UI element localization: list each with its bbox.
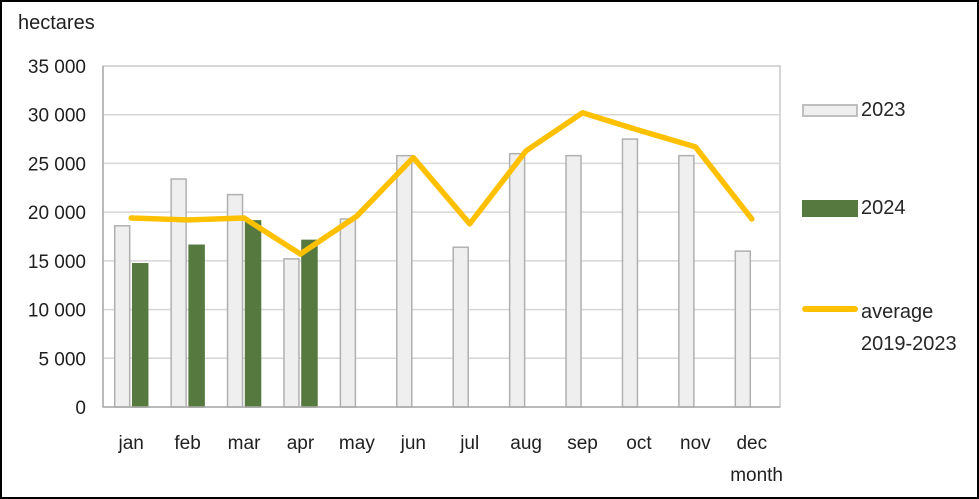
x-tick-label: dec [736, 433, 767, 454]
bar-2023-jan [113, 225, 131, 408]
bar-2024-feb [188, 244, 205, 408]
bar-2023-feb [170, 178, 187, 408]
x-tick-label: aug [510, 433, 542, 454]
x-tick-label: apr [287, 433, 315, 454]
bar-2023-mar [226, 193, 244, 408]
y-tick-label: 0 [75, 398, 86, 419]
y-tick-label: 35 000 [28, 57, 86, 78]
plot-area [102, 65, 781, 408]
y-tick-label: 20 000 [28, 203, 86, 224]
x-tick-label: sep [567, 433, 598, 454]
y-tick-label: 30 000 [28, 106, 86, 127]
bar-2024-mar [244, 220, 262, 408]
bar-2023-dec [734, 250, 752, 408]
bar-2023-jun [396, 154, 413, 408]
x-tick-label: oct [626, 433, 652, 454]
y-tick-label: 10 000 [28, 301, 86, 322]
y-tick-label: 15 000 [28, 252, 86, 273]
x-tick-label: jan [118, 433, 144, 454]
x-tick-label: mar [228, 433, 261, 454]
bar-2023-oct [621, 138, 639, 408]
x-tick-label: jun [400, 433, 426, 454]
y-tick-label: 5 000 [38, 349, 86, 370]
bar-2023-jul [452, 246, 469, 408]
average-line [128, 110, 755, 257]
bar-2023-apr [283, 258, 300, 408]
x-axis-title: month [730, 465, 783, 486]
x-tick-label: jul [459, 433, 479, 454]
y-tick-label: 25 000 [28, 154, 86, 175]
x-tick-label: may [339, 433, 375, 454]
bar-2023-sep [565, 154, 582, 408]
x-tick-label: nov [680, 433, 711, 454]
bar-2023-may [339, 218, 357, 408]
bar-2023-nov [678, 154, 695, 408]
bar-2024-apr [301, 239, 318, 408]
x-tick-label: feb [174, 433, 200, 454]
y-axis-title: hectares [18, 12, 95, 34]
bar-2023-aug [508, 152, 526, 408]
bar-2024-jan [131, 263, 149, 408]
